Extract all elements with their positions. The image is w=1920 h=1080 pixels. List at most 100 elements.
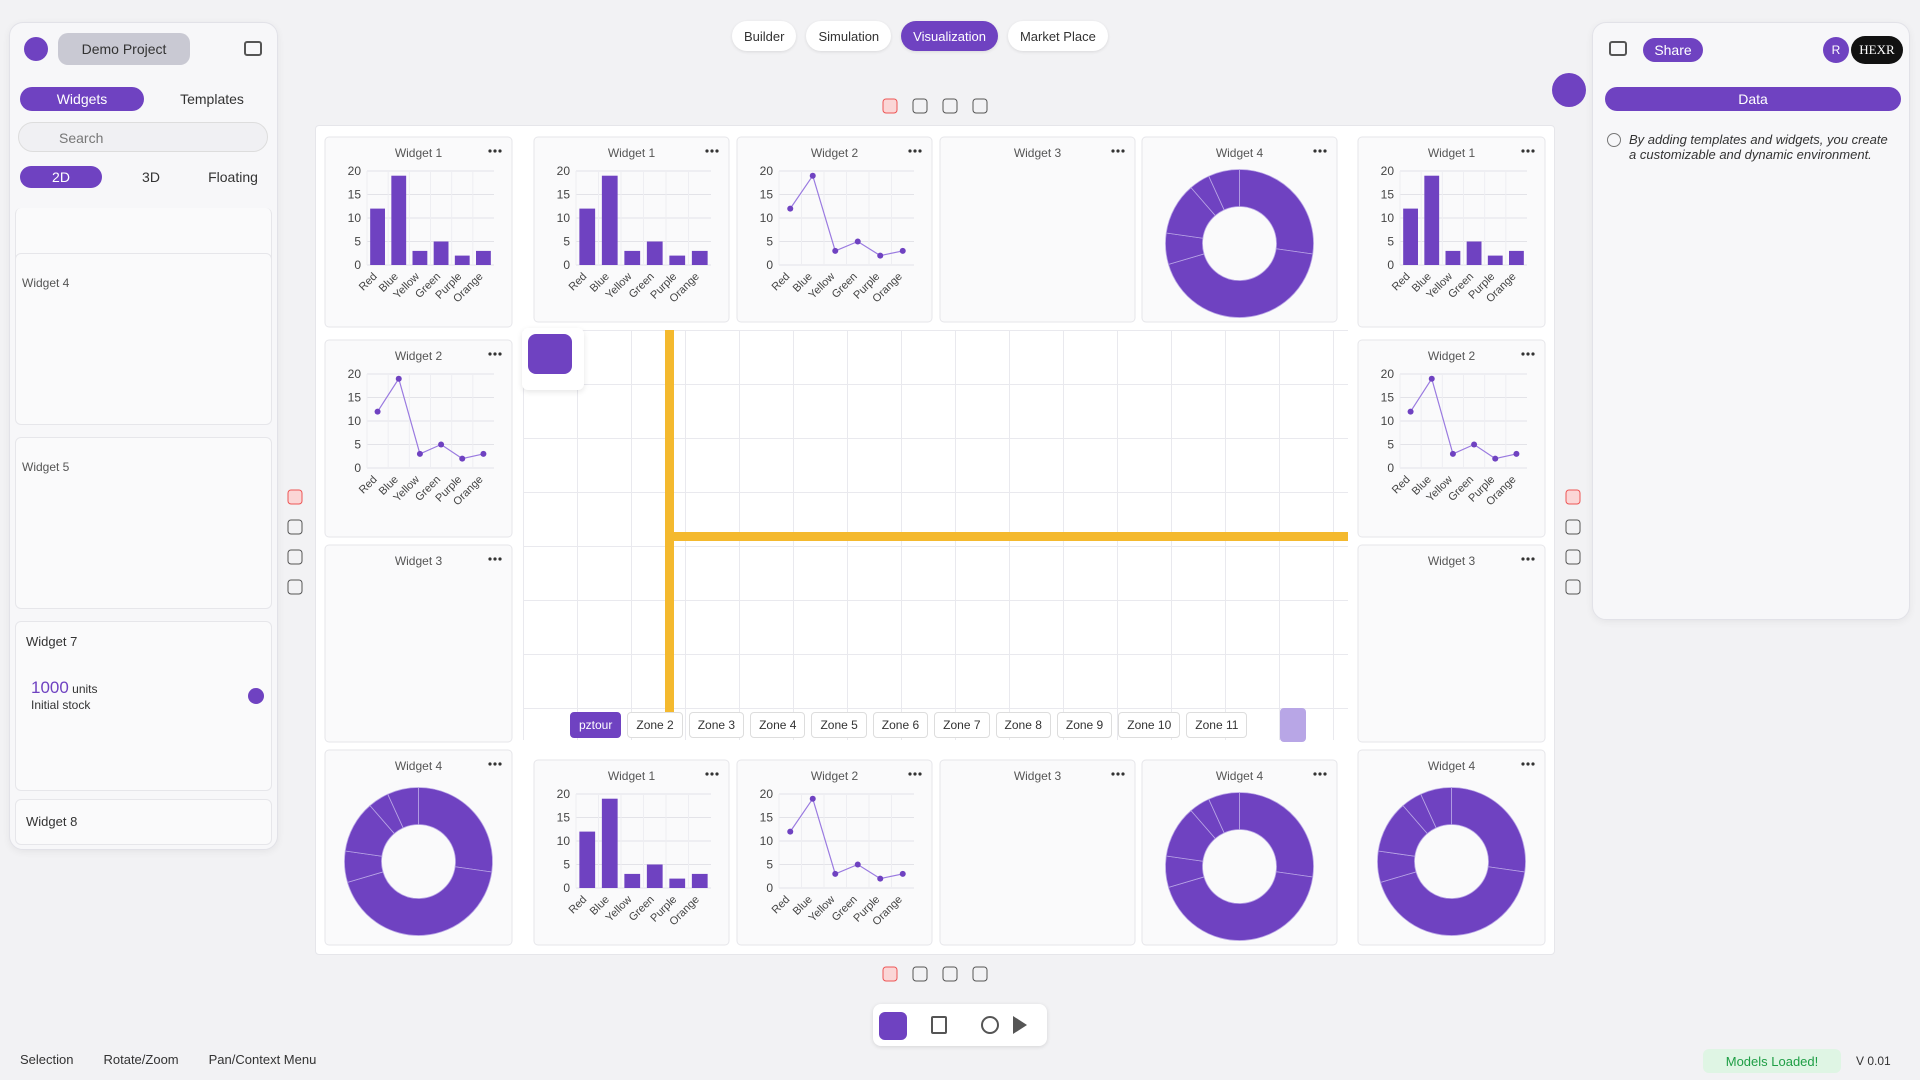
widget-title: Widget 3 xyxy=(1014,146,1062,160)
y-tick-label: 10 xyxy=(1381,211,1395,225)
menu-dot xyxy=(1313,149,1317,153)
bar xyxy=(601,175,618,265)
mode[interactable]: 3D xyxy=(142,169,160,185)
control-icon xyxy=(912,98,928,114)
donut-segment xyxy=(1420,787,1452,829)
nav-tab[interactable]: Builder xyxy=(732,21,797,51)
zone-tab[interactable]: pztour xyxy=(570,712,622,738)
sidebar-toggle[interactable] xyxy=(244,41,262,56)
y-tick-label: 15 xyxy=(557,811,571,825)
share-button[interactable]: Share xyxy=(1643,38,1703,62)
widget-card[interactable] xyxy=(324,339,513,538)
widget-title: Widget 2 xyxy=(811,146,859,160)
doc-button[interactable] xyxy=(522,328,584,390)
widget-card[interactable] xyxy=(939,136,1136,323)
zone-tab[interactable]: Zone 2 xyxy=(627,712,683,738)
zone-tab[interactable]: Zone 11 xyxy=(1186,712,1248,738)
tab[interactable]: Templates xyxy=(180,91,244,107)
y-tick-label: 20 xyxy=(1381,367,1395,381)
control-icon xyxy=(912,966,928,982)
widget-card[interactable] xyxy=(736,136,933,323)
widget-card[interactable] xyxy=(324,544,513,743)
donut-segment xyxy=(387,787,419,829)
zone-tab[interactable]: Zone 5 xyxy=(811,712,867,738)
right-panel: Share R HEXR Data By adding templates an… xyxy=(1592,22,1910,620)
menu-dot xyxy=(1318,772,1322,776)
y-tick-label: 15 xyxy=(348,391,362,405)
zone-next[interactable] xyxy=(1280,708,1306,742)
menu-dot xyxy=(1313,772,1317,776)
select-tool[interactable] xyxy=(879,1012,907,1040)
mode[interactable]: Floating xyxy=(208,169,258,185)
status-mode: Pan/Context Menu xyxy=(208,1052,317,1067)
widget-card[interactable] xyxy=(1357,339,1546,538)
widget-card[interactable] xyxy=(1357,544,1546,743)
search[interactable]: Search xyxy=(18,122,268,152)
zone-tab[interactable]: Zone 6 xyxy=(872,712,929,738)
info-icon xyxy=(1607,133,1621,147)
bar xyxy=(624,873,641,888)
toolbar xyxy=(873,1004,1047,1046)
menu-dot xyxy=(1323,149,1327,153)
comment-tool[interactable] xyxy=(981,1016,999,1034)
point xyxy=(1428,375,1435,382)
menu-dot xyxy=(493,352,497,356)
y-tick-label: 20 xyxy=(557,164,571,178)
menu-dot xyxy=(498,352,502,356)
play-tool[interactable] xyxy=(1013,1016,1027,1034)
y-tick-label: 5 xyxy=(1387,235,1394,249)
point xyxy=(1492,455,1499,462)
nav-tab[interactable]: Simulation xyxy=(806,21,892,51)
y-tick-label: 0 xyxy=(563,881,570,895)
widget-card[interactable]: Widget 7 1000 units Initial stock xyxy=(15,621,272,791)
widget-title: Widget 4 xyxy=(1216,146,1264,160)
data-button[interactable]: Data xyxy=(1605,87,1901,111)
menu-dot xyxy=(1531,762,1535,766)
donut-segment xyxy=(1208,169,1240,211)
menu-dot xyxy=(908,149,912,153)
zone-tab[interactable]: Zone 7 xyxy=(934,712,990,738)
widget-card[interactable] xyxy=(324,136,513,328)
status-mode: Selection xyxy=(20,1052,74,1067)
widget-title: Widget 4 xyxy=(1428,759,1476,773)
zone-tab[interactable]: Zone 4 xyxy=(750,712,806,738)
y-tick-label: 0 xyxy=(354,258,361,272)
nav-tab[interactable]: Market Place xyxy=(1007,21,1108,51)
widget-card[interactable]: Widget 5 xyxy=(15,437,272,609)
widget-card[interactable]: Widget 4 xyxy=(15,253,272,425)
widget-card[interactable]: Widget 8 xyxy=(15,799,272,845)
menu-dot xyxy=(908,772,912,776)
nav-tab[interactable]: Visualization xyxy=(901,21,998,51)
y-tick-label: 20 xyxy=(760,164,774,178)
zone-tab[interactable]: Zone 9 xyxy=(1056,712,1113,738)
brand: HEXR xyxy=(1851,36,1903,64)
menu-dot xyxy=(488,557,492,561)
zone-tab[interactable]: Zone 3 xyxy=(688,712,745,738)
point xyxy=(438,441,445,448)
menu-dot xyxy=(1521,352,1525,356)
avatar[interactable]: R xyxy=(1823,37,1849,63)
panel-toggle[interactable] xyxy=(1609,41,1627,56)
menu-dot xyxy=(1111,149,1115,153)
mode[interactable]: 2D xyxy=(20,166,102,188)
widget-title: Widget 4 xyxy=(1216,769,1264,783)
donut-segment xyxy=(1168,248,1314,318)
bar xyxy=(691,250,708,265)
zone-tab[interactable]: Zone 8 xyxy=(995,712,1051,738)
tools-button[interactable] xyxy=(1552,73,1586,107)
kpi-value: 1000 xyxy=(31,678,69,697)
widget-title: Widget 3 xyxy=(395,554,443,568)
control-icon xyxy=(1565,519,1581,535)
zone-tab[interactable]: Zone 10 xyxy=(1118,712,1181,738)
widget-card[interactable] xyxy=(939,759,1136,946)
tab[interactable]: Widgets xyxy=(20,87,144,111)
project-button[interactable]: Demo Project xyxy=(58,33,190,65)
menu-dot xyxy=(1531,149,1535,153)
bookmark-tool[interactable] xyxy=(931,1016,947,1034)
widget-card[interactable] xyxy=(533,759,730,946)
widget-card[interactable] xyxy=(1357,136,1546,328)
widget-card[interactable] xyxy=(533,136,730,323)
widget-card[interactable] xyxy=(736,759,933,946)
line xyxy=(789,174,903,257)
point xyxy=(832,870,839,877)
